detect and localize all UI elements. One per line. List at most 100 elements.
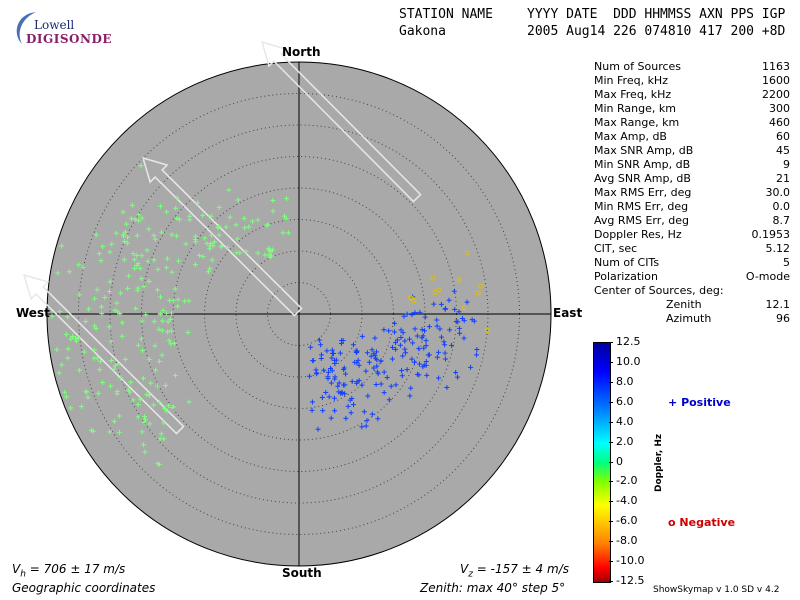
source-point-positive [452, 306, 458, 312]
source-point-positive [172, 286, 178, 292]
source-point-positive [402, 338, 408, 344]
columns-label: YYYY DATE DDD HHMMSS AXN PPS IGP [527, 7, 786, 22]
source-point-positive [169, 404, 175, 410]
source-point-positive [120, 209, 126, 215]
source-point-positive [398, 327, 404, 333]
source-point-positive [142, 414, 148, 420]
param-label: Max RMS Err, deg [594, 186, 692, 199]
source-point-positive [172, 373, 178, 379]
colorbar-title: Doppler, Hz [654, 433, 664, 492]
source-point-negative [436, 287, 442, 293]
source-point-positive [361, 409, 367, 415]
source-point-positive [139, 253, 145, 259]
colorbar-tick: 4.0 [609, 414, 634, 428]
colorbar-tick: -2.0 [608, 474, 638, 488]
source-point-positive [381, 369, 387, 375]
param-label: Doppler Res, Hz [594, 228, 682, 241]
source-point-positive [474, 346, 480, 352]
source-point-positive [166, 403, 172, 409]
source-point-positive [234, 236, 240, 242]
param-label: Max Range, km [594, 116, 680, 129]
source-point-positive [134, 252, 140, 258]
source-point-positive [442, 350, 448, 356]
source-point-positive [148, 380, 154, 386]
source-point-positive [134, 233, 140, 239]
param-value: 45 [776, 144, 790, 157]
source-point-positive [399, 367, 405, 373]
source-point-positive [107, 279, 113, 285]
source-point-positive [208, 241, 214, 247]
source-point-positive [115, 361, 121, 367]
source-point-positive [137, 396, 143, 402]
source-point-positive [267, 247, 273, 253]
source-point-positive [424, 372, 430, 378]
source-point-positive [159, 229, 165, 235]
source-point-positive [216, 204, 222, 210]
source-point-positive [283, 216, 289, 222]
source-point-positive [100, 244, 106, 250]
source-point-positive [54, 347, 60, 353]
source-point-positive [59, 243, 65, 249]
source-point-positive [306, 373, 312, 379]
source-point-positive [108, 358, 114, 364]
source-point-positive [233, 222, 239, 228]
source-point-positive [106, 324, 112, 330]
param-label: Max Freq, kHz [594, 88, 672, 101]
source-point-negative [411, 298, 417, 304]
source-point-positive [349, 396, 355, 402]
source-point-positive [176, 216, 182, 222]
source-point-positive [66, 269, 72, 275]
source-point-positive [140, 442, 146, 448]
source-point-positive [374, 363, 380, 369]
source-point-positive [422, 314, 428, 320]
source-point-positive [146, 226, 152, 232]
source-point-positive [85, 394, 91, 400]
source-point-positive [76, 292, 82, 298]
param-value: 30.0 [765, 186, 791, 199]
source-point-positive [168, 341, 174, 347]
center-sources-title: Center of Sources, deg: [594, 284, 724, 297]
source-point-positive [269, 247, 275, 253]
source-point-positive [94, 287, 100, 293]
zenith-info: Zenith: max 40° step 5° [420, 581, 566, 595]
source-point-positive [155, 461, 161, 467]
source-point-positive [151, 402, 157, 408]
source-point-positive [417, 309, 423, 315]
param-label: Max SNR Amp, dB [594, 144, 694, 157]
source-point-positive [336, 380, 342, 386]
source-point-positive [121, 257, 127, 263]
source-point-positive [436, 375, 442, 381]
source-point-positive [403, 350, 409, 356]
source-point-positive [216, 232, 222, 238]
source-point-positive [170, 404, 176, 410]
param-row: Num of Sources 1163 [594, 60, 794, 74]
source-point-positive [122, 238, 128, 244]
source-point-positive [196, 253, 202, 259]
source-point-positive [343, 415, 349, 421]
source-point-positive [397, 342, 403, 348]
source-point-positive [86, 306, 92, 312]
colorbar-tick: 12.5 [609, 335, 641, 348]
source-point-positive [92, 296, 98, 302]
source-point-positive [388, 383, 394, 389]
source-point-positive [167, 316, 173, 322]
source-point-positive [419, 327, 425, 333]
source-point-positive [386, 397, 392, 403]
source-point-positive [393, 346, 399, 352]
source-point-positive [174, 233, 180, 239]
source-point-positive [91, 347, 97, 353]
source-point-positive [163, 382, 169, 388]
source-point-positive [123, 356, 129, 362]
compass-west: West [16, 306, 50, 320]
source-point-positive [246, 224, 252, 230]
source-point-positive [426, 324, 432, 330]
source-point-positive [389, 356, 395, 362]
source-point-positive [456, 325, 462, 331]
source-point-positive [416, 361, 422, 367]
source-point-positive [209, 257, 215, 263]
source-point-positive [112, 307, 118, 313]
source-point-positive [404, 311, 410, 317]
param-row: Min RMS Err, deg 0.0 [594, 200, 794, 214]
source-point-positive [158, 431, 164, 437]
source-point-positive [381, 327, 387, 333]
